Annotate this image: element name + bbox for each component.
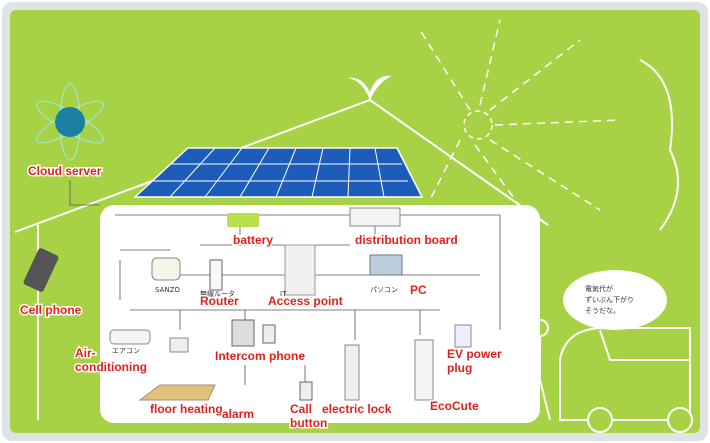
label: Air- (75, 346, 96, 360)
label: battery (233, 233, 273, 247)
speech-text: 電気代が (585, 284, 613, 293)
label: EcoCute (430, 399, 479, 413)
label: Call (290, 402, 312, 416)
label: distribution board (355, 233, 458, 247)
label: electric lock (322, 402, 392, 416)
label: Access point (268, 294, 343, 308)
label: floor heating (150, 402, 223, 416)
label: PC (410, 283, 427, 297)
label: alarm (222, 407, 254, 421)
speech-text: ずいぶん下がり (585, 295, 634, 304)
label: Cloud server (28, 164, 102, 178)
speech-text: そうだな。 (585, 307, 620, 315)
label: conditioning (75, 360, 147, 374)
device-text: SANZO (155, 286, 180, 294)
device-text: エアコン (112, 347, 140, 355)
label: EV power (447, 347, 502, 361)
label: plug (447, 361, 472, 375)
label: Intercom phone (215, 349, 305, 363)
label: Cell phone (20, 303, 82, 317)
diagram: 電気代が ずいぶん下がり そうだな。 SANZO 無線ルータ IT パソコン エ… (0, 0, 710, 443)
label: Router (200, 294, 239, 308)
device-text: パソコン (370, 286, 398, 294)
label: button (290, 416, 327, 430)
